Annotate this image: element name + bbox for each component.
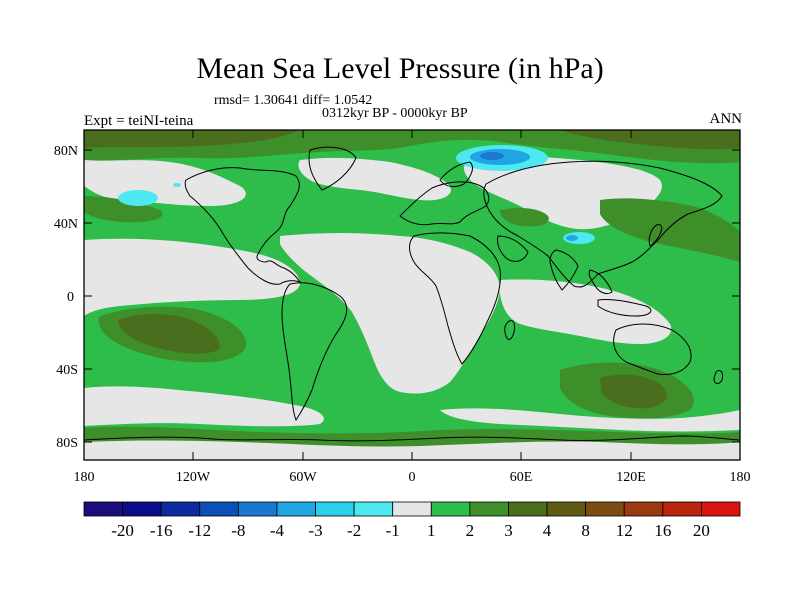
colorbar-box xyxy=(623,501,664,517)
colorbar-label: -16 xyxy=(150,521,173,540)
coast-australia xyxy=(613,323,692,375)
coast-japan xyxy=(648,223,663,247)
coast-new-zealand xyxy=(713,369,723,385)
field-arctic-darker xyxy=(84,130,300,148)
colorbar-box xyxy=(662,501,702,517)
map-ticks xyxy=(84,130,740,460)
colorbar-box xyxy=(160,501,201,517)
colorbar-label: -1 xyxy=(386,521,400,540)
field-neg-scandinavia-inner xyxy=(480,152,504,160)
colorbar-label: 4 xyxy=(543,521,552,540)
coast-se-asia xyxy=(588,269,613,295)
field-dark-antarctic xyxy=(84,426,740,447)
field-arctic-east xyxy=(560,130,740,150)
lat-label-40s: 40S xyxy=(56,363,78,378)
colorbar-box xyxy=(392,501,432,517)
lat-labels: 80N 40N 0 40S 80S xyxy=(54,144,78,451)
colorbar-box xyxy=(83,501,123,517)
coast-arabia xyxy=(497,235,529,262)
colorbar-label: -12 xyxy=(188,521,211,540)
lon-label-180w: 180 xyxy=(74,470,95,485)
lat-label-eq: 0 xyxy=(67,290,74,305)
colorbar-label: 3 xyxy=(504,521,513,540)
coast-indonesia xyxy=(597,299,652,317)
colorbar-label: 8 xyxy=(581,521,590,540)
coastlines xyxy=(84,146,740,442)
period-text: 0312kyr BP - 0000kyr BP xyxy=(322,106,468,121)
colorbar-box xyxy=(276,501,316,517)
lon-label-60w: 60W xyxy=(289,470,317,485)
field-grey-antarctic xyxy=(84,437,740,460)
pressure-field xyxy=(84,130,740,460)
colorbar-box xyxy=(701,501,741,517)
colorbar-label: 12 xyxy=(616,521,633,540)
lat-label-40n: 40N xyxy=(54,217,78,232)
colorbar-box xyxy=(469,501,509,517)
colorbar-label: 2 xyxy=(466,521,475,540)
field-core-south-indian xyxy=(618,383,653,397)
lat-label-80s: 80S xyxy=(56,436,78,451)
lon-label-60e: 60E xyxy=(510,470,533,485)
colorbar-box xyxy=(353,501,394,517)
colorbar-label: 16 xyxy=(654,521,671,540)
field-grey-indian xyxy=(499,279,672,344)
field-neg-arctic-small xyxy=(173,183,181,187)
colorbar-box xyxy=(585,501,625,517)
map-title: Mean Sea Level Pressure (in hPa) xyxy=(196,52,604,85)
lon-label-120e: 120E xyxy=(616,470,646,485)
field-dark-ne-pacific xyxy=(84,196,163,223)
coast-madagascar xyxy=(504,319,515,340)
colorbar-box xyxy=(430,501,471,517)
coast-india xyxy=(549,249,579,291)
colorbar-box xyxy=(199,501,239,517)
field-darker-pacific-s xyxy=(118,314,220,354)
lon-label-120w: 120W xyxy=(176,470,211,485)
colorbar-label: -2 xyxy=(347,521,361,540)
experiment-label: Expt = teiNI-teina xyxy=(84,113,194,129)
lon-label-180e: 180 xyxy=(730,470,751,485)
coast-greenland xyxy=(308,146,357,191)
lon-labels: 180 120W 60W 0 60E 120E 180 xyxy=(74,470,751,485)
field-neg-greenland xyxy=(118,190,158,206)
coast-asia xyxy=(483,160,723,288)
stats-text: rmsd= 1.30641 diff= 1.0542 xyxy=(214,93,373,108)
field-grey-southern-e xyxy=(440,408,740,432)
coast-north-america xyxy=(184,167,302,285)
field-grey-westpac xyxy=(84,238,300,316)
colorbar-box xyxy=(508,501,548,517)
field-grey-atlantic-n xyxy=(298,157,451,201)
season-label: ANN xyxy=(709,111,743,127)
colorbar-label: 20 xyxy=(693,521,710,540)
field-dark-nw-pacific xyxy=(600,198,740,262)
colorbar-label: -3 xyxy=(308,521,322,540)
colorbar-label: -8 xyxy=(231,521,245,540)
field-grey-equatorial xyxy=(280,233,500,394)
field-neg-tibet xyxy=(563,232,595,244)
colorbar-label: 1 xyxy=(427,521,436,540)
colorbar-label: -4 xyxy=(270,521,285,540)
field-neg-tibet-core xyxy=(566,235,578,241)
colorbar-label: -20 xyxy=(111,521,134,540)
field-grey-southern xyxy=(84,386,324,427)
colorbar xyxy=(83,501,741,517)
lat-label-80n: 80N xyxy=(54,144,78,159)
field-dark-atlantic xyxy=(500,208,549,227)
coast-antarctica xyxy=(84,435,740,442)
coast-scandinavia xyxy=(439,161,473,188)
colorbar-box xyxy=(122,501,162,517)
coast-south-america xyxy=(281,282,348,422)
coast-africa xyxy=(409,232,501,365)
colorbar-labels: -20 -16 -12 -8 -4 -3 -2 -1 1 2 3 4 8 12 16 20 xyxy=(111,521,710,540)
colorbar-box xyxy=(237,501,278,517)
coast-europe xyxy=(399,181,490,226)
colorbar-box xyxy=(546,501,587,517)
colorbar-box xyxy=(315,501,355,517)
lon-label-0: 0 xyxy=(409,470,416,485)
